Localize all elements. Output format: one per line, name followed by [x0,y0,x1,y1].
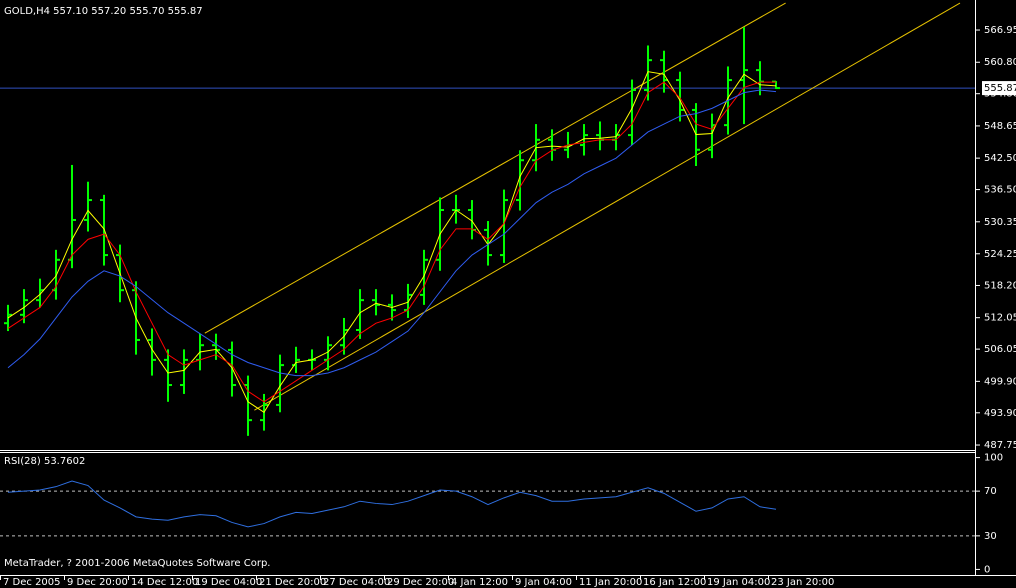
ohlc-bar [84,181,92,232]
ohlc-bar [500,189,508,263]
moving-average [7,81,776,403]
x-tick-label: 9 Dec 20:00 [67,577,128,588]
x-tick-label: 19 Jan 04:00 [707,577,770,588]
last-price-box [982,81,1016,96]
y-tick-label: 530.35 [984,217,1016,228]
chart-title: GOLD,H4 557.10 557.20 555.70 555.87 [4,6,203,17]
moving-average [7,89,777,377]
y-tick-label: 518.20 [984,280,1016,291]
ohlc-bar [4,304,12,332]
x-tick-label: 21 Dec 20:00 [259,577,326,588]
y-tick-label: 542.50 [984,153,1016,164]
y-tick-label: 30 [984,531,997,542]
last-price-label: 555.87 [984,83,1016,94]
ohlc-bar [356,289,364,339]
x-tick-label: 14 Dec 12:00 [131,577,198,588]
y-tick-label: 536.50 [984,185,1016,196]
ohlc-bar [644,45,652,101]
ohlc-bar [180,349,188,394]
y-tick-label: 560.80 [984,57,1016,68]
y-tick-label: 512.05 [984,313,1016,324]
y-tick-label: 100 [984,453,1003,464]
ohlc-bar [484,221,492,266]
copyright: MetaTrader, ? 2001-2006 MetaQuotes Softw… [4,558,270,569]
x-tick-label: 29 Dec 20:00 [387,577,454,588]
y-tick-label: 548.65 [984,121,1016,132]
y-tick-label: 524.25 [984,249,1016,260]
x-tick-label: 27 Dec 04:00 [323,577,390,588]
x-tick-label: 4 Jan 12:00 [451,577,508,588]
x-tick-label: 9 Jan 04:00 [515,577,572,588]
x-tick-label: 16 Jan 12:00 [643,577,706,588]
ohlc-bar [372,289,380,316]
moving-average [7,71,777,413]
y-tick-label: 493.90 [984,408,1016,419]
indicator-title: RSI(28) 53.7602 [4,456,85,467]
x-tick-label: 7 Dec 2005 [3,577,61,588]
ohlc-bar [276,354,284,413]
x-tick-label: 23 Jan 20:00 [771,577,834,588]
indicator-line [7,480,777,528]
ohlc-bar [164,349,172,402]
ohlc-bar [148,328,156,376]
trendline [204,2,786,334]
ohlc-bar [580,124,588,156]
ohlc-bar [420,249,428,305]
x-tick-label: 19 Dec 04:00 [195,577,262,588]
y-tick-label: 0 [984,564,990,575]
ohlc-bar [628,79,636,146]
y-tick-label: 566.95 [984,25,1016,36]
x-tick-label: 11 Jan 20:00 [579,577,642,588]
ohlc-bar [516,150,524,211]
y-tick-label: 506.05 [984,344,1016,355]
y-tick-label: 70 [984,486,997,497]
ohlc-bar [228,341,236,397]
ohlc-bar [676,71,684,122]
trendline [254,2,961,411]
y-tick-label: 499.90 [984,376,1016,387]
y-tick-label: 487.75 [984,440,1016,451]
